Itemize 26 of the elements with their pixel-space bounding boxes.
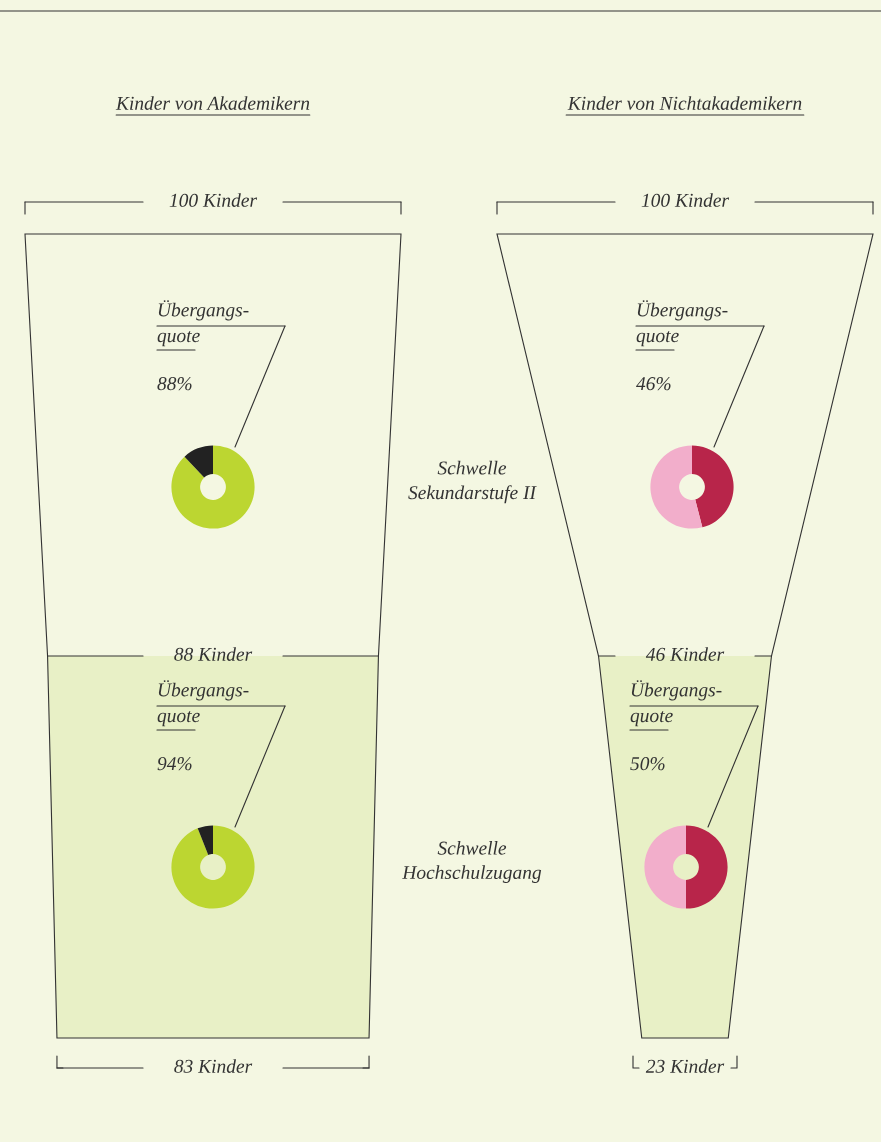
donut-slice [644, 825, 686, 909]
donut-slice [184, 445, 213, 478]
data-label: 50% [630, 757, 665, 771]
chart-title: Übergangs- quote [636, 300, 728, 347]
text: Kinder von Nichtakademikern [567, 96, 802, 110]
donut-slice [171, 445, 255, 529]
data-label: 100 Kinder [641, 193, 730, 207]
text: Schwelle Hochschulzugang [402, 840, 542, 884]
donut-slice [650, 445, 703, 529]
text: Schwelle Sekundarstufe II [408, 460, 537, 504]
donut-slice [171, 825, 255, 909]
donut-slice [197, 825, 213, 856]
donut-slice [686, 825, 728, 909]
data-label: 83 Kinder [174, 1059, 253, 1073]
data-label: 88% [157, 377, 192, 391]
data-label: 94% [157, 757, 192, 771]
chart-title: Übergangs- quote [157, 300, 249, 347]
data-label: 23 Kinder [645, 1059, 725, 1073]
chart-title: Übergangs- quote [630, 680, 722, 727]
data-label: 100 Kinder [169, 193, 258, 207]
chart-title: Übergangs- quote [157, 680, 249, 727]
donut-slice [692, 445, 734, 528]
text: Kinder von Akademikern [115, 96, 310, 110]
data-label: 46 Kinder [645, 647, 725, 661]
data-label: 88 Kinder [174, 647, 253, 661]
data-label: 46% [636, 377, 671, 391]
